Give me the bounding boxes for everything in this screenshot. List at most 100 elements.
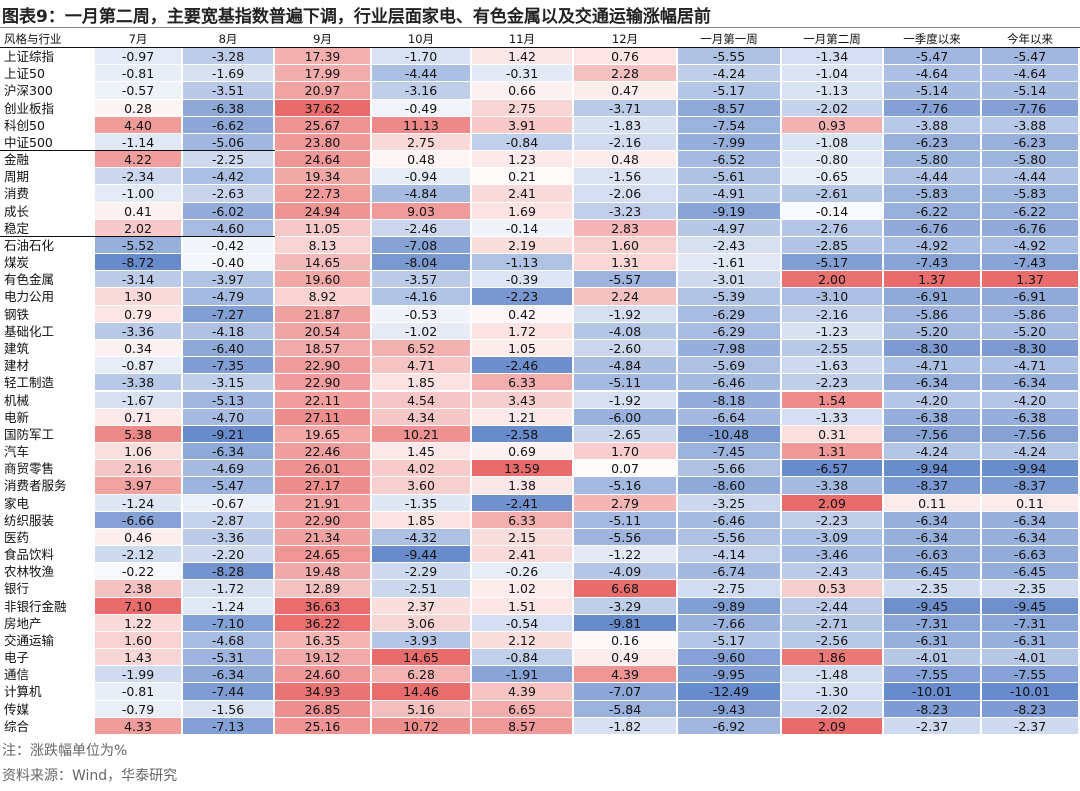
heat-cell: -4.09	[574, 563, 678, 581]
heat-cell: -1.04	[782, 65, 884, 83]
heat-cell: -4.18	[183, 322, 275, 340]
heat-cell: -6.38	[884, 408, 982, 426]
heat-cell: -1.92	[574, 305, 678, 323]
heat-cell: -4.60	[183, 219, 275, 237]
heat-cell: -2.37	[884, 717, 982, 735]
heat-cell: -0.65	[782, 168, 884, 186]
heat-cell: 1.72	[472, 322, 574, 340]
heat-cell: -5.20	[982, 322, 1080, 340]
row-label: 建筑	[0, 339, 95, 358]
heat-cell: -0.67	[183, 494, 275, 512]
heat-cell: -4.68	[183, 631, 275, 650]
heat-cell: 1.70	[574, 443, 678, 461]
heat-cell: 12.89	[275, 580, 372, 598]
heat-cell: -5.55	[678, 48, 782, 66]
heat-cell: 0.93	[782, 116, 884, 134]
heat-cell: -8.23	[884, 700, 982, 718]
row-label: 有色金属	[0, 271, 95, 289]
heat-cell: 25.16	[275, 717, 372, 735]
group-rule	[0, 47, 1080, 48]
heat-cell: -2.65	[574, 425, 678, 444]
heat-cell: -6.31	[884, 631, 982, 650]
column-header: 一月第一周	[678, 30, 782, 48]
note: 注：涨跌幅单位为%	[2, 743, 128, 759]
row-label: 消费者服务	[0, 477, 95, 495]
heat-cell: -0.81	[95, 683, 183, 701]
heat-cell: 3.91	[472, 116, 574, 134]
heat-cell: 2.09	[782, 717, 884, 735]
heat-cell: -5.20	[884, 322, 982, 340]
heat-cell: -1.72	[183, 580, 275, 598]
heat-cell: 3.97	[95, 477, 183, 495]
heat-cell: -2.34	[95, 168, 183, 186]
heat-cell: 19.12	[275, 649, 372, 667]
heat-cell: -5.66	[678, 460, 782, 478]
heat-cell: 0.21	[472, 168, 574, 186]
heat-cell: -0.42	[183, 236, 275, 255]
heat-cell: 3.60	[372, 477, 472, 495]
row-label: 中证500	[0, 133, 95, 152]
heat-cell: 1.21	[472, 408, 574, 426]
heat-cell: -1.69	[183, 65, 275, 83]
column-header: 一月第二周	[782, 30, 884, 48]
heat-cell: 0.16	[574, 631, 678, 650]
heat-cell: -6.34	[982, 528, 1080, 547]
heat-cell: 8.57	[472, 717, 574, 735]
heat-cell: 1.69	[472, 202, 574, 220]
row-label: 房地产	[0, 614, 95, 632]
row-label: 电子	[0, 649, 95, 667]
row-label: 基础化工	[0, 322, 95, 340]
heat-cell: 18.57	[275, 339, 372, 358]
heat-cell: -2.63	[183, 185, 275, 203]
heat-cell: -2.25	[183, 151, 275, 169]
heat-cell: -6.63	[884, 546, 982, 564]
heat-cell: -1.22	[574, 546, 678, 564]
heat-cell: -3.10	[782, 288, 884, 306]
heat-cell: -1.56	[183, 700, 275, 718]
heat-cell: -9.43	[678, 700, 782, 718]
heat-cell: -1.02	[372, 322, 472, 340]
row-label: 商贸零售	[0, 460, 95, 478]
heat-cell: -1.92	[574, 391, 678, 409]
heat-cell: -0.31	[472, 65, 574, 83]
heat-cell: 1.42	[472, 48, 574, 66]
heat-cell: -8.04	[372, 254, 472, 272]
heat-cell: -2.02	[782, 700, 884, 718]
heat-cell: -2.43	[678, 236, 782, 255]
heat-cell: -3.88	[982, 116, 1080, 134]
heat-cell: -0.14	[782, 202, 884, 220]
heat-cell: 21.34	[275, 528, 372, 547]
heat-cell: 1.06	[95, 443, 183, 461]
heat-cell: -6.45	[982, 563, 1080, 581]
heat-cell: -2.35	[982, 580, 1080, 598]
source: 资料来源：Wind，华泰研究	[2, 768, 178, 784]
heat-cell: 0.71	[95, 408, 183, 426]
heat-cell: 2.15	[472, 528, 574, 547]
heat-cell: -4.24	[678, 65, 782, 83]
heat-cell: -12.49	[678, 683, 782, 701]
heat-cell: -7.13	[183, 717, 275, 735]
heat-cell: -2.71	[782, 614, 884, 632]
heat-cell: -1.70	[372, 48, 472, 66]
heat-cell: 2.00	[782, 271, 884, 289]
heat-cell: 22.73	[275, 185, 372, 203]
heat-cell: -4.42	[183, 168, 275, 186]
heat-cell: 0.11	[982, 494, 1080, 512]
heat-cell: 2.75	[372, 133, 472, 152]
row-label: 稳定	[0, 219, 95, 237]
heat-cell: -1.14	[95, 133, 183, 152]
heat-cell: -5.84	[574, 700, 678, 718]
heat-cell: 36.22	[275, 614, 372, 632]
column-header: 一季度以来	[884, 30, 982, 48]
heat-cell: -1.30	[782, 683, 884, 701]
heat-cell: 0.07	[574, 460, 678, 478]
heat-cell: -10.01	[884, 683, 982, 701]
heat-cell: -2.44	[782, 597, 884, 615]
heat-cell: 1.54	[782, 391, 884, 409]
heat-cell: 37.62	[275, 99, 372, 117]
heat-cell: -4.70	[183, 408, 275, 426]
heat-cell: -3.38	[95, 374, 183, 392]
heat-cell: -4.71	[884, 357, 982, 375]
heat-cell: -6.02	[183, 202, 275, 220]
